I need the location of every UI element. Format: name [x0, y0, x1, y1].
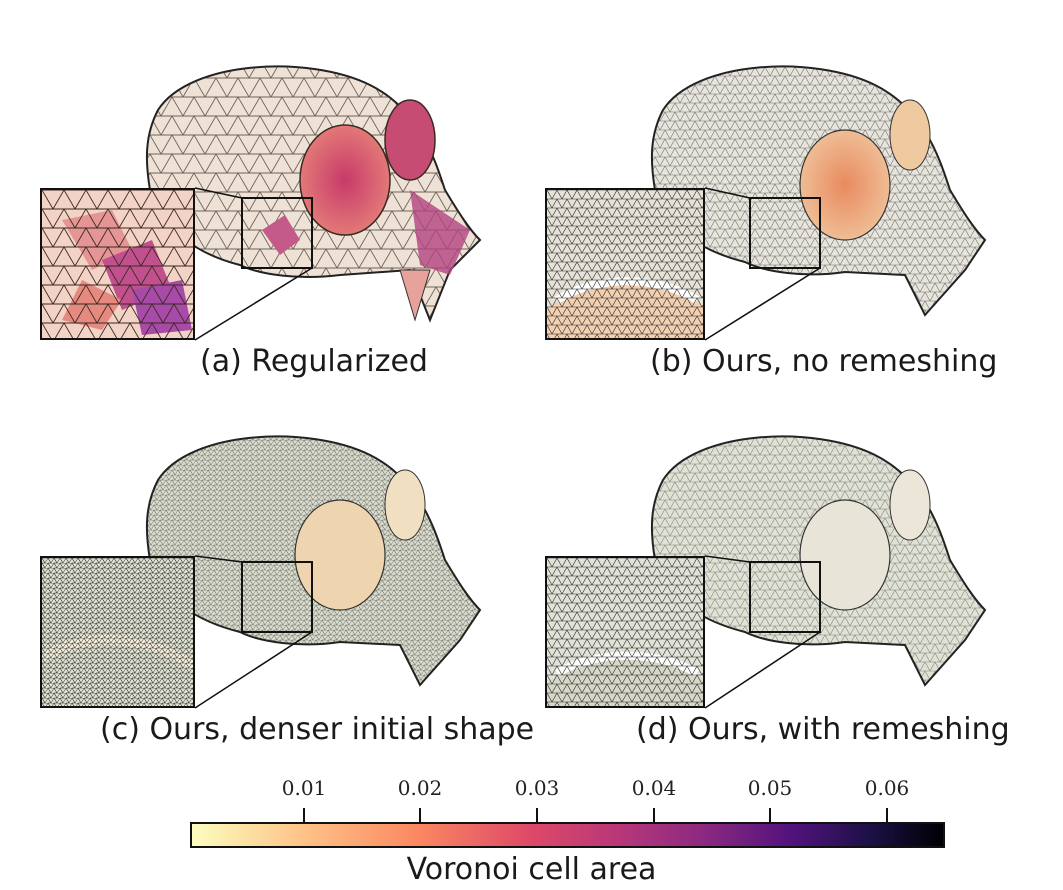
caption-d: (d) Ours, with remeshing: [636, 712, 1010, 747]
zoom-inset-c: [40, 556, 195, 708]
skull-render-regularized: [145, 65, 482, 323]
zoom-inset-d: [545, 556, 705, 708]
zoom-lines-b: [704, 187, 821, 341]
panel-c: [40, 410, 520, 755]
cb-tick-6: [886, 808, 888, 822]
cb-tick-3: [536, 808, 538, 822]
cb-tick-label-5: 0.05: [747, 776, 793, 800]
skull-render-with-remeshing: [650, 435, 987, 687]
colorbar: [190, 822, 945, 848]
caption-b: (b) Ours, no remeshing: [650, 344, 998, 379]
caption-a: (a) Regularized: [200, 344, 428, 379]
cb-tick-4: [653, 808, 655, 822]
panel-a: [40, 40, 520, 385]
panel-b: [545, 40, 1025, 385]
cb-tick-label-3: 0.03: [514, 776, 560, 800]
cb-tick-label-4: 0.04: [631, 776, 677, 800]
zoom-lines-a: [194, 187, 313, 341]
cb-tick-2: [419, 808, 421, 822]
zoom-inset-a: [40, 188, 195, 340]
colorbar-title: Voronoi cell area: [406, 852, 657, 887]
cb-tick-1: [303, 808, 305, 822]
zoom-inset-b: [545, 188, 705, 340]
skull-render-denser-initial: [145, 435, 482, 687]
cb-tick-label-1: 0.01: [281, 776, 327, 800]
zoom-lines-d: [704, 555, 821, 709]
cb-tick-label-2: 0.02: [397, 776, 443, 800]
cb-tick-label-6: 0.06: [864, 776, 910, 800]
zoom-lines-c: [194, 555, 313, 709]
cb-tick-5: [769, 808, 771, 822]
caption-c: (c) Ours, denser initial shape: [100, 712, 535, 747]
skull-render-no-remeshing: [650, 65, 987, 317]
panel-d: [545, 410, 1025, 755]
